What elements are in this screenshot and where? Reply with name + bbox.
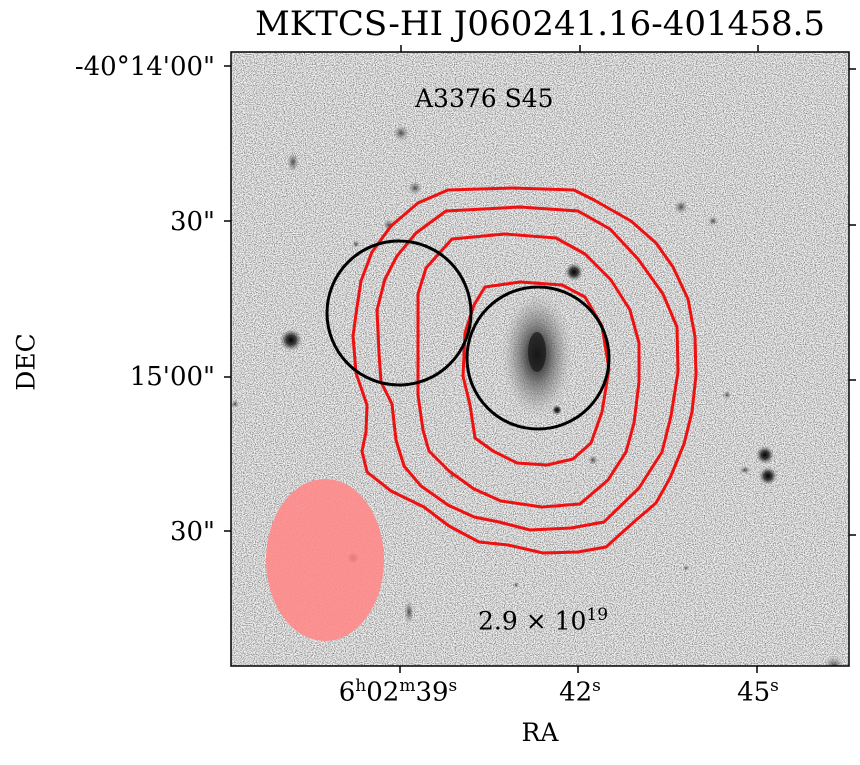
xtick-seconds: 42: [559, 677, 593, 708]
star: [674, 200, 688, 214]
star: [408, 181, 422, 195]
column-density-label: 2.9 × 1019: [478, 605, 608, 635]
column-density-base: 2.9 × 10: [478, 606, 587, 636]
star: [739, 466, 751, 474]
y-axis-label: DEC: [11, 333, 41, 391]
x-axis-label: RA: [521, 718, 559, 747]
contour-second: [375, 205, 680, 532]
star: [824, 656, 844, 666]
star: [393, 125, 409, 141]
star: [404, 600, 414, 624]
xtick-seconds-unit: s: [770, 676, 779, 696]
contour-outer: [351, 186, 698, 555]
star: [231, 400, 239, 408]
star: [759, 467, 777, 485]
star: [287, 152, 299, 172]
ytick-label: 30": [169, 207, 215, 237]
xtick-minutes-unit: m: [399, 676, 416, 696]
xtick-seconds: 45: [737, 677, 771, 708]
beam-ellipse: [266, 479, 384, 641]
aperture-circle-target: [465, 285, 611, 431]
axis-ticks: [224, 45, 856, 673]
xtick-label: 42s: [559, 676, 601, 708]
plot-frame: [230, 51, 850, 667]
xtick-label: 45s: [737, 676, 779, 708]
column-density-exponent: 19: [586, 605, 609, 625]
star: [723, 391, 731, 399]
star: [708, 216, 718, 226]
xtick-hours-unit: h: [355, 676, 367, 696]
star: [588, 455, 598, 465]
xtick-seconds-unit: s: [448, 676, 458, 696]
aperture-circle-left: [325, 239, 473, 387]
xtick-label: 6h02m39s: [339, 676, 458, 708]
hi-contours: [351, 186, 698, 555]
figure-title: MKTCS-HI J060241.16-401458.5: [254, 4, 826, 44]
star: [683, 565, 689, 571]
star: [352, 240, 360, 248]
star: [565, 263, 583, 281]
star: [552, 405, 562, 415]
ytick-label: 15'00": [129, 362, 215, 392]
star: [513, 582, 519, 588]
ytick-label: 30": [169, 517, 215, 547]
contour-inner: [461, 280, 611, 467]
ytick-label: -40°14'00": [74, 52, 215, 82]
xtick-seconds: 39: [415, 677, 449, 708]
sky-sources: [231, 125, 844, 666]
contour-third: [416, 232, 641, 509]
xtick-minutes: 02: [366, 677, 400, 708]
star: [383, 219, 395, 231]
galaxy-label: A3376 S45: [415, 84, 554, 113]
xtick-seconds-unit: s: [592, 676, 601, 696]
star: [280, 329, 302, 351]
star: [756, 446, 774, 464]
galaxy-core: [528, 332, 546, 372]
xtick-hours: 6: [338, 677, 356, 708]
